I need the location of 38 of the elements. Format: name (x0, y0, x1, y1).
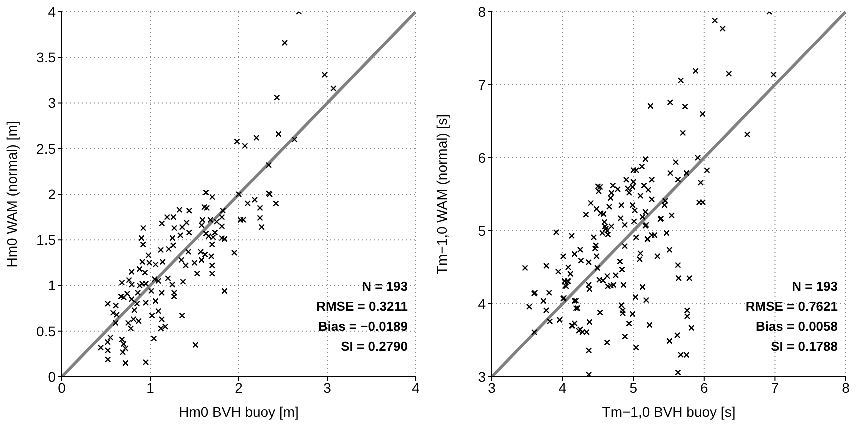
x-tick-label: 1 (146, 380, 155, 396)
y-axis-title: Tm−1,0 WAM (normal) [s] (434, 114, 450, 275)
y-axis-title: Hm0 WAM (normal) [m] (4, 121, 20, 268)
y-tick-label: 4 (478, 296, 486, 312)
y-tick-label: 3.5 (36, 50, 56, 66)
y-tick-label: 5 (478, 222, 486, 239)
y-tick-label: 2.5 (36, 140, 56, 157)
y-tick-label: 2 (48, 186, 56, 202)
annotation: RMSE = 0.3211 (316, 298, 408, 316)
annotation: SI = 0.2790 (340, 338, 408, 356)
annotation: SI = 0.1788 (770, 338, 838, 356)
annotation: RMSE = 0.7621 (746, 298, 838, 316)
y-tick-label: 3 (48, 95, 56, 112)
y-tick-label: 7 (478, 76, 486, 93)
y-tick-label: 4 (48, 4, 56, 20)
x-axis-title: Hm0 BVH buoy [m] (179, 404, 299, 420)
x-tick-label: 2 (235, 380, 244, 396)
x-tick-label: 6 (700, 380, 708, 396)
annotation: Bias = 0.0058 (754, 318, 838, 336)
x-tick-label: 7 (771, 380, 780, 396)
annotation: N = 193 (361, 278, 408, 296)
annotation: N = 193 (791, 278, 838, 296)
x-axis-title: Tm−1,0 BVH buoy [s] (602, 404, 736, 420)
y-tick-label: 0.5 (36, 323, 56, 340)
y-tick-label: 6 (478, 150, 486, 166)
x-tick-label: 5 (630, 380, 638, 396)
x-tick-label: 3 (488, 380, 496, 396)
y-tick-label: 8 (478, 4, 486, 20)
x-tick-label: 4 (558, 380, 567, 396)
y-tick-label: 3 (478, 368, 486, 385)
x-tick-label: 0 (58, 380, 66, 396)
x-tick-label: 8 (842, 380, 850, 396)
x-tick-label: 3 (324, 380, 332, 396)
y-tick-label: 0 (48, 368, 56, 385)
annotation: Bias = −0.0189 (317, 318, 408, 336)
x-tick-label: 4 (412, 380, 420, 396)
y-tick-label: 1.5 (36, 232, 56, 248)
y-tick-label: 1 (48, 278, 56, 294)
